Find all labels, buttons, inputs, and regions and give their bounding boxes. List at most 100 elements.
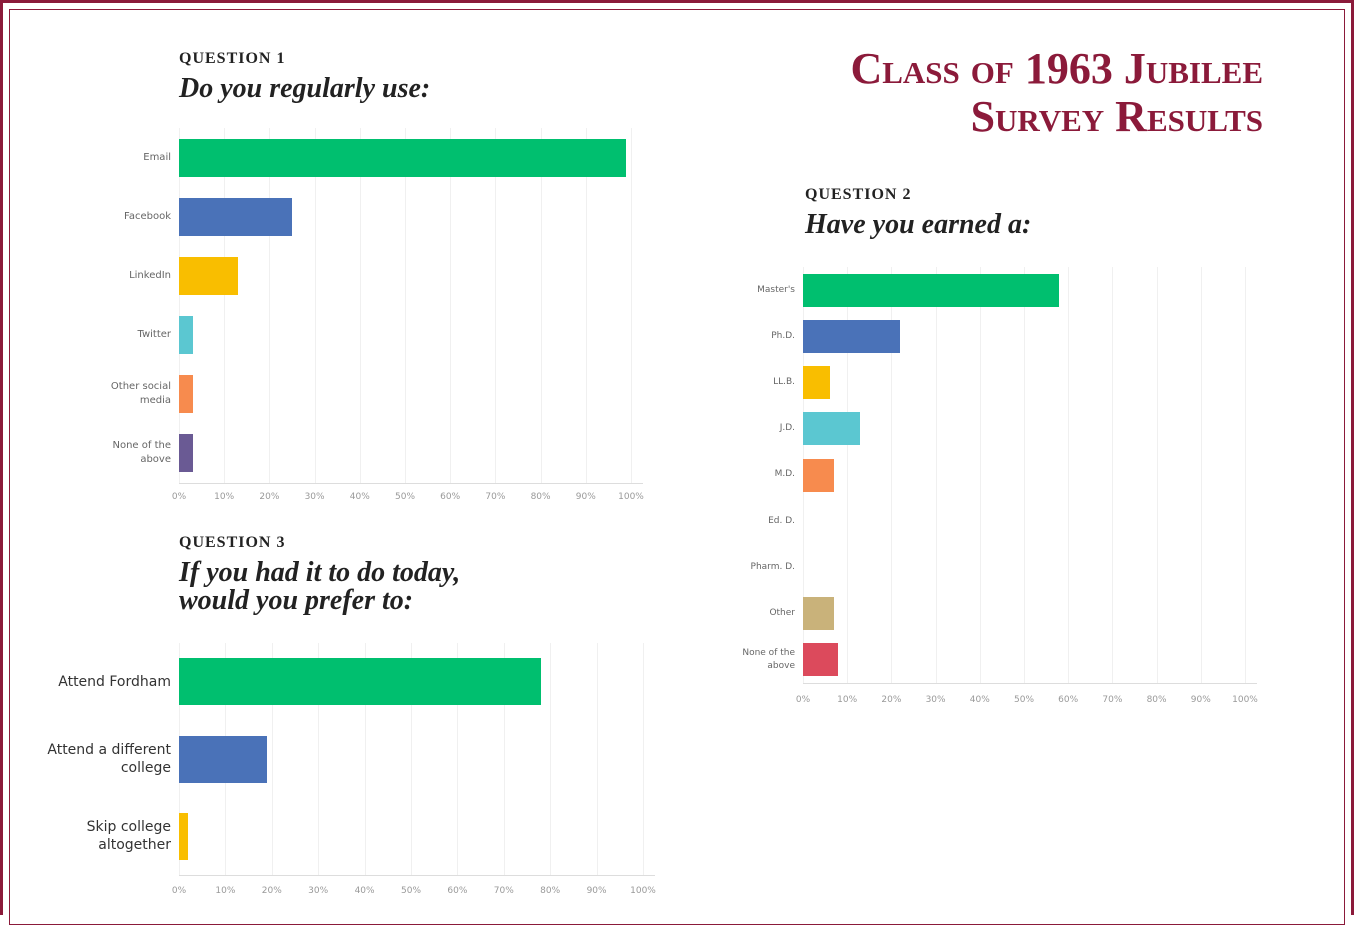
- x-tick-label: 30%: [308, 886, 329, 896]
- bar: [803, 366, 830, 400]
- category-label: Other: [769, 608, 795, 619]
- bar: [179, 658, 541, 706]
- category-label: None of the above: [112, 440, 172, 466]
- bar: [179, 375, 193, 414]
- bar: [179, 812, 189, 860]
- x-tick-label: 80%: [540, 886, 561, 896]
- grid-line: [847, 267, 849, 683]
- grid-line: [457, 643, 459, 875]
- grid-line: [1068, 267, 1070, 683]
- x-tick-label: 100%: [630, 886, 656, 896]
- grid-line: [643, 643, 644, 875]
- x-axis: [179, 875, 655, 876]
- x-axis: [803, 683, 1257, 684]
- grid-line: [271, 643, 273, 875]
- question-label: QUESTION 2: [805, 186, 912, 203]
- category-label: Facebook: [124, 210, 171, 222]
- bar: [803, 273, 1060, 307]
- x-tick-label: 50%: [1013, 695, 1035, 705]
- category-label: Attend Fordham: [58, 673, 171, 690]
- category-label: Attend a different college: [47, 741, 171, 776]
- x-tick-label: 70%: [493, 886, 514, 896]
- x-tick-label: 30%: [304, 492, 325, 502]
- grid-line: [314, 128, 316, 483]
- question-label: QUESTION 3: [179, 534, 286, 551]
- bar: [179, 735, 268, 783]
- bar: [803, 319, 901, 353]
- x-tick-label: 70%: [485, 492, 506, 502]
- x-tick-label: 40%: [349, 492, 370, 502]
- bar: [803, 643, 839, 677]
- x-tick-label: 60%: [440, 492, 461, 502]
- x-tick-label: 60%: [1058, 695, 1079, 705]
- category-label: M.D.: [774, 469, 795, 480]
- grid-line: [596, 643, 598, 875]
- x-tick-label: 80%: [530, 492, 551, 502]
- grid-line: [359, 128, 361, 483]
- x-tick-label: 10%: [214, 492, 235, 502]
- grid-line: [224, 128, 226, 483]
- bar: [803, 458, 834, 492]
- grid-line: [405, 128, 406, 483]
- x-tick-label: 100%: [1232, 695, 1258, 705]
- bar: [803, 597, 834, 631]
- grid-line: [979, 267, 981, 683]
- category-label: Other social media: [110, 381, 171, 407]
- category-label: Skip college altogether: [86, 819, 171, 854]
- grid-line: [935, 267, 937, 683]
- bar: [179, 197, 292, 236]
- category-label: LinkedIn: [129, 269, 171, 281]
- x-tick-label: 80%: [1146, 695, 1167, 705]
- x-tick-label: 20%: [261, 886, 282, 896]
- x-tick-label: 100%: [618, 492, 644, 502]
- category-label: LL.B.: [773, 377, 795, 388]
- grid-line: [318, 643, 320, 875]
- category-label: Ed. D.: [768, 515, 795, 526]
- x-tick-label: 40%: [969, 695, 990, 705]
- x-tick-label: 10%: [215, 886, 236, 896]
- grid-line: [503, 643, 505, 875]
- x-tick-label: 90%: [575, 492, 596, 502]
- question-label: QUESTION 1: [179, 50, 286, 67]
- x-tick-label: 60%: [447, 886, 468, 896]
- grid-line: [269, 128, 271, 483]
- bar: [803, 412, 861, 446]
- x-axis: [179, 483, 643, 484]
- bar: [179, 316, 193, 355]
- question-title: Have you earned a:: [805, 209, 1032, 240]
- x-tick-label: 70%: [1102, 695, 1123, 705]
- grid-line: [585, 128, 587, 483]
- bar: [179, 138, 627, 177]
- x-tick-label: 20%: [259, 492, 280, 502]
- category-label: Twitter: [137, 329, 171, 341]
- category-label: J.D.: [779, 423, 795, 434]
- x-tick-label: 50%: [394, 492, 416, 502]
- x-tick-label: 0%: [795, 695, 811, 705]
- x-tick-label: 30%: [925, 695, 946, 705]
- grid-line: [364, 643, 366, 875]
- category-label: None of the above: [742, 647, 795, 671]
- grid-line: [1156, 267, 1158, 683]
- x-tick-label: 20%: [881, 695, 902, 705]
- x-tick-label: 90%: [1190, 695, 1211, 705]
- x-tick-label: 40%: [354, 886, 375, 896]
- grid-line: [1112, 267, 1114, 683]
- grid-line: [550, 643, 552, 875]
- x-tick-label: 0%: [171, 886, 187, 896]
- grid-line: [1245, 267, 1246, 683]
- grid-line: [179, 128, 180, 483]
- grid-line: [495, 128, 497, 483]
- grid-line: [411, 643, 412, 875]
- grid-line: [1024, 267, 1025, 683]
- question-title: Do you regularly use:: [179, 73, 431, 104]
- x-tick-label: 50%: [400, 886, 422, 896]
- bar: [179, 256, 238, 295]
- x-tick-label: 10%: [837, 695, 858, 705]
- grid-line: [631, 128, 632, 483]
- question-title: If you had it to do today, would you pre…: [179, 557, 461, 616]
- category-label: Pharm. D.: [750, 561, 795, 572]
- category-label: Master's: [757, 284, 795, 295]
- category-label: Ph.D.: [771, 330, 795, 341]
- page-title: Class of 1963 Jubilee Survey Results: [850, 44, 1263, 141]
- grid-line: [540, 128, 542, 483]
